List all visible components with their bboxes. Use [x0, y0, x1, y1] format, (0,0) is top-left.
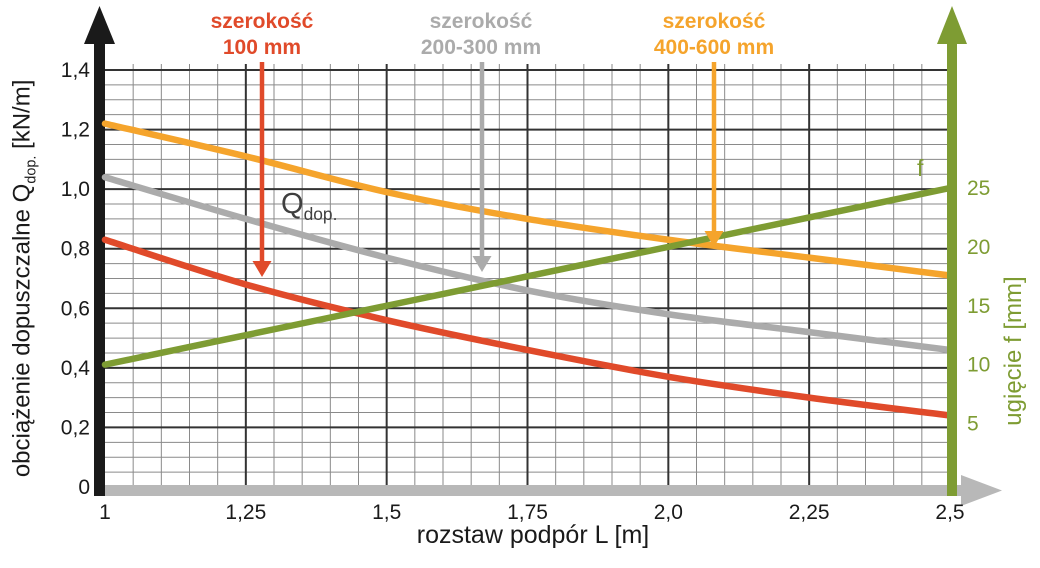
y-left-tick-label: 1,0 — [61, 178, 90, 201]
curve-szeroko-400-600-mm — [101, 120, 954, 279]
y-left-axis-title-text: obciążenie dopuszczalne Q — [8, 183, 36, 478]
y-left-axis-title-unit: [kN/m] — [8, 79, 36, 156]
qdop-annotation: Qdop. — [281, 188, 337, 225]
y-left-tick-label: 1,4 — [61, 59, 91, 82]
x-tick-label: 1,75 — [507, 501, 548, 524]
f-annotation-text: f — [917, 155, 924, 181]
y-left-tick-label: 0,6 — [61, 297, 90, 320]
curve-f-ugi-cie — [101, 184, 954, 368]
series-label-100mm: szerokość 100 mm — [211, 9, 314, 61]
qdop-annotation-main: Q — [281, 188, 304, 220]
series-label-200-300mm-line2: 200-300 mm — [420, 36, 542, 59]
y-right-axis-bar — [947, 40, 957, 496]
y-right-tick-label: 5 — [967, 413, 979, 436]
x-tick-label: 1,5 — [372, 501, 401, 524]
y-right-tick-label: 20 — [967, 236, 990, 259]
y-left-axis-title-sub: dop. — [23, 155, 40, 184]
f-annotation: f — [917, 155, 923, 182]
y-right-tick-label: 25 — [967, 177, 990, 200]
y-right-axis-arrow — [937, 6, 967, 44]
y-right-axis-title: ugięcie f [mm] — [1000, 231, 1028, 471]
y-left-axis-arrow — [84, 6, 115, 44]
x-tick-label: 2,0 — [654, 501, 683, 524]
x-axis-title: rozstaw podpór L [m] — [417, 521, 650, 550]
series-label-200-300mm-line1: szerokość — [429, 10, 533, 33]
y-right-tick-label: 15 — [967, 295, 990, 318]
curve-szeroko-200-300-mm — [101, 173, 954, 354]
label-arrow-head — [252, 261, 272, 277]
x-tick-label: 2,5 — [935, 501, 964, 524]
series-label-400-600mm: szerokość 400-600 mm — [654, 9, 774, 61]
x-tick-label: 2,25 — [789, 501, 830, 524]
x-tick-label: 1 — [99, 501, 111, 524]
series-label-200-300mm: szerokość 200-300 mm — [421, 9, 541, 61]
x-axis-title-text: rozstaw podpór L [m] — [416, 521, 650, 549]
series-label-100mm-line2: 100 mm — [222, 36, 302, 59]
y-left-tick-label: 0,4 — [61, 357, 91, 380]
series-label-100mm-line1: szerokość — [210, 10, 314, 33]
y-left-tick-label: 1,2 — [61, 119, 90, 142]
y-right-axis-title-text: ugięcie f [mm] — [1000, 276, 1027, 426]
x-axis-bar — [94, 485, 962, 496]
series-label-400-600mm-line2: 400-600 mm — [653, 36, 775, 59]
y-left-tick-label: 0,8 — [61, 238, 90, 261]
label-arrow-head — [472, 256, 492, 272]
y-left-tick-label: 0,2 — [61, 416, 90, 439]
qdop-annotation-sub: dop. — [303, 203, 338, 224]
x-axis-arrow — [961, 475, 1002, 506]
x-tick-label: 1,25 — [225, 501, 266, 524]
y-right-tick-label: 10 — [967, 354, 990, 377]
y-left-axis-title: obciążenie dopuszczalne Qdop. [kN/m] — [9, 0, 40, 558]
y-left-axis-bar — [94, 40, 105, 496]
y-left-tick-label: 0 — [78, 476, 90, 499]
label-arrow-head — [704, 231, 724, 247]
series-label-400-600mm-line1: szerokość — [662, 10, 766, 33]
curve-szeroko-100-mm — [101, 236, 954, 419]
